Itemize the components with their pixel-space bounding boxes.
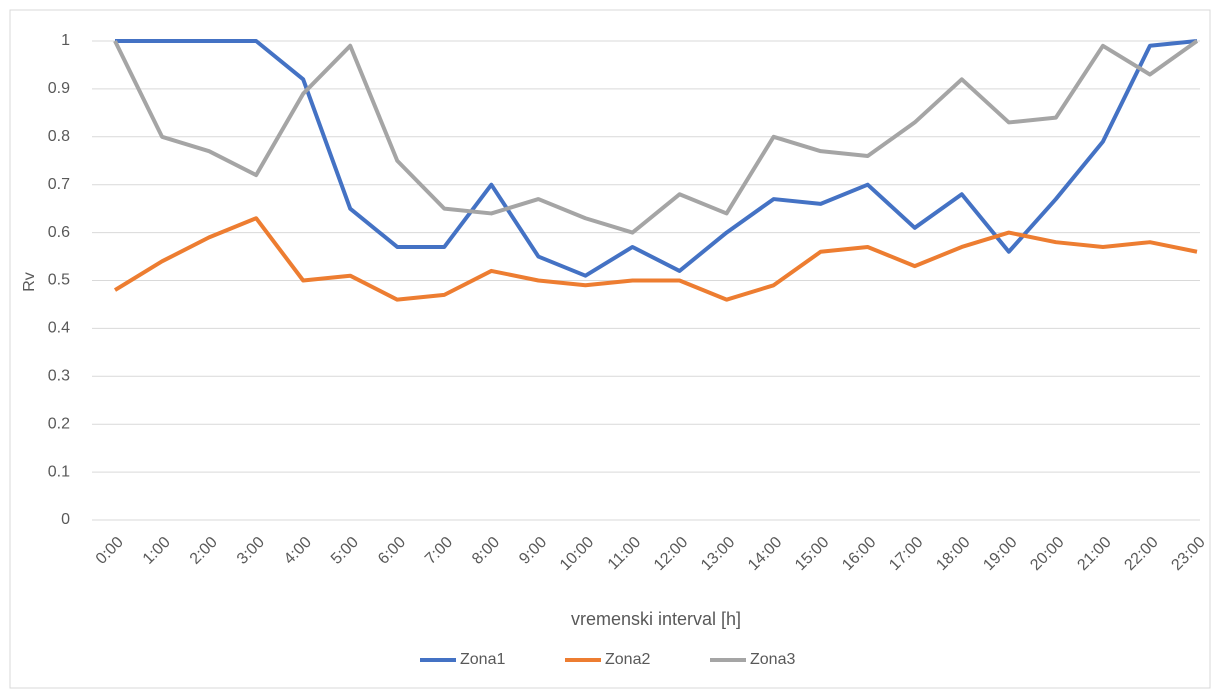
y-tick-label: 0.1 [48,463,70,480]
y-tick-label: 0.3 [48,368,70,385]
y-tick-label: 0 [61,511,70,528]
series-line [115,39,1198,278]
y-tick-label: 0.4 [48,320,70,337]
series-line [113,216,1198,302]
x-axis-title: vremenski interval [h] [571,609,741,629]
y-tick-label: 0.6 [48,224,70,241]
y-tick-label: 0.5 [48,272,70,289]
y-tick-label: 0.9 [48,80,70,97]
y-tick-label: 0.7 [48,176,70,193]
legend-label: Zona1 [460,651,505,668]
y-tick-label: 0.8 [48,128,70,145]
legend-label: Zona3 [750,651,795,668]
y-tick-label: 0.2 [48,415,70,432]
y-tick-label: 1 [61,32,70,49]
y-axis-title: Rv [21,272,38,292]
series-line [113,39,1199,235]
chart-border [9,9,1211,689]
legend-label: Zona2 [605,651,650,668]
